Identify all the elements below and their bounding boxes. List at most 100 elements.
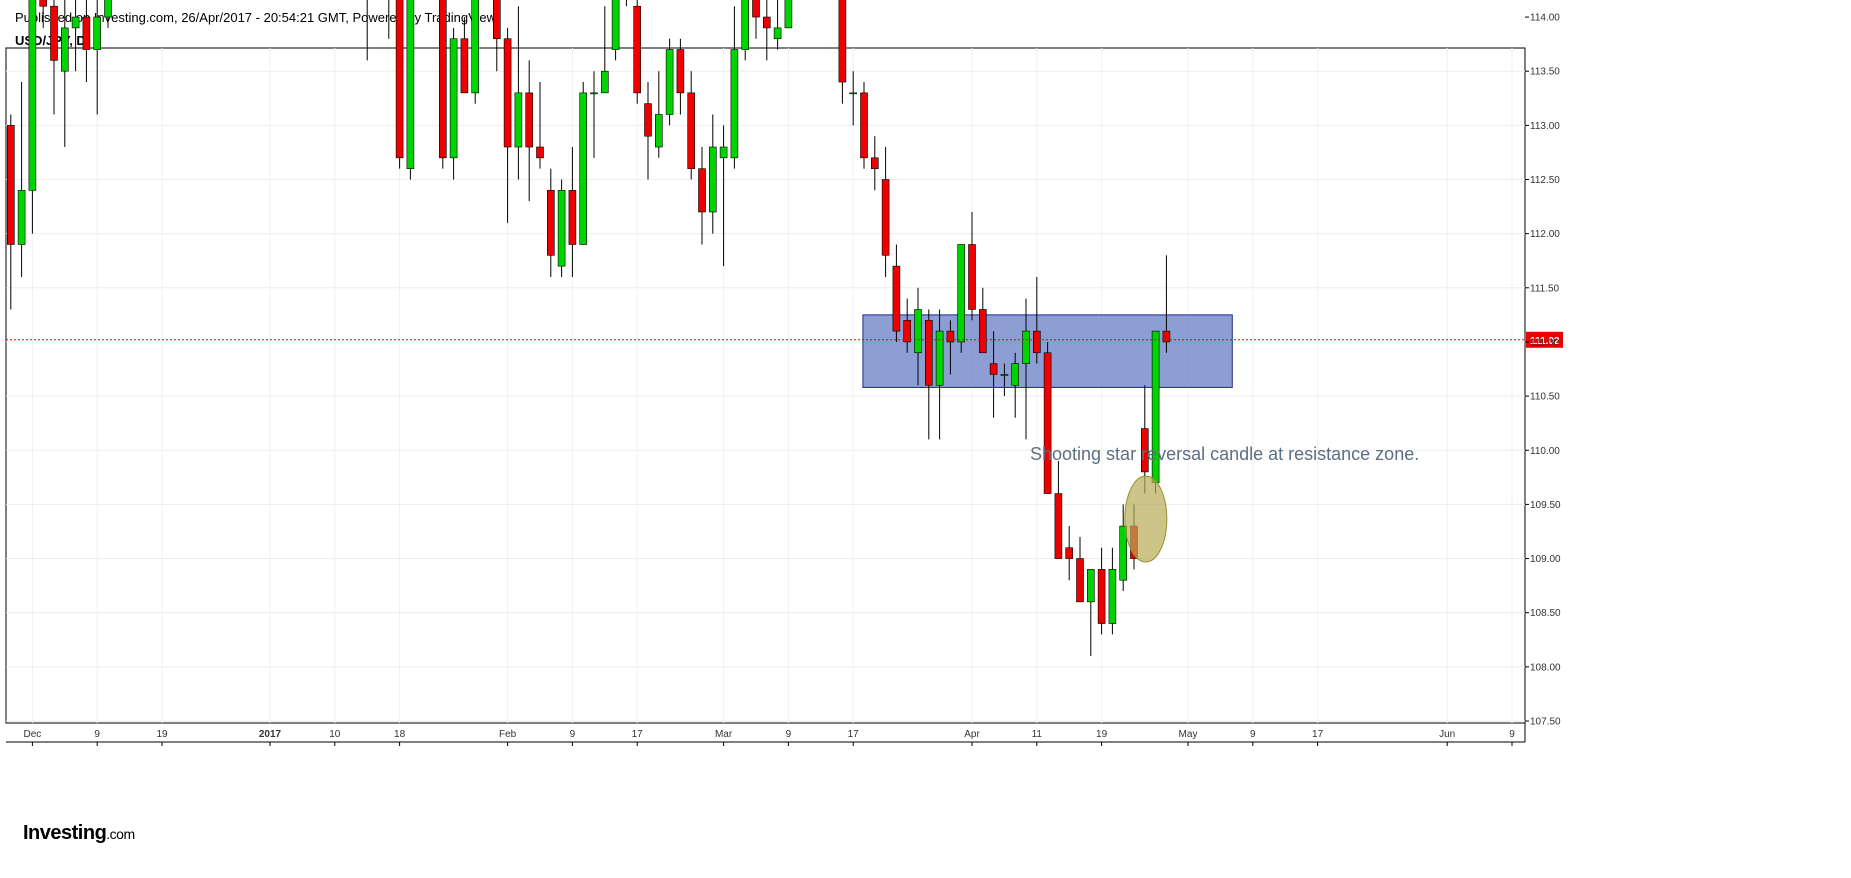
x-tick-label: 11 xyxy=(1032,729,1043,740)
x-tick-label: May xyxy=(1179,729,1198,740)
candle-down xyxy=(698,168,706,213)
x-tick-label: 2017 xyxy=(259,729,282,740)
candle-down xyxy=(838,0,847,83)
candle-up xyxy=(1108,569,1117,624)
x-tick-label: 10 xyxy=(329,729,341,740)
candle-down xyxy=(503,38,512,148)
candle-down xyxy=(1162,330,1171,343)
x-tick-label: Dec xyxy=(24,729,42,740)
candle-down xyxy=(892,265,901,332)
last-price-badge xyxy=(1526,331,1563,348)
overlay-layer: 111.02 xyxy=(6,331,1563,563)
y-tick-label: 109.00 xyxy=(1530,554,1561,565)
candle-up xyxy=(514,92,523,148)
y-tick-label: 111.00 xyxy=(1530,337,1560,348)
candle-down xyxy=(687,92,696,169)
candle-up xyxy=(600,70,609,94)
candle-down xyxy=(492,0,501,40)
candle-up xyxy=(914,309,922,354)
plot-frame xyxy=(5,47,1526,724)
candle-up xyxy=(957,244,966,343)
candle-down xyxy=(676,49,685,94)
shooting-star-highlight xyxy=(1124,475,1168,563)
candle-up xyxy=(784,0,793,29)
candle-down xyxy=(1033,330,1041,354)
candle-down xyxy=(903,319,912,343)
candle-down xyxy=(546,190,555,256)
candle-down xyxy=(39,0,48,7)
candle-down xyxy=(881,179,890,256)
candle-up xyxy=(611,0,620,50)
last-price-label: 111.02 xyxy=(1530,336,1560,347)
y-tick-label: 113.00 xyxy=(1530,121,1560,132)
y-tick-label: 108.00 xyxy=(1530,662,1561,673)
candle-up xyxy=(935,330,944,386)
candle-down xyxy=(1065,547,1073,559)
x-tick-label: Mar xyxy=(715,729,733,740)
candle-up xyxy=(93,16,101,50)
candle-down xyxy=(525,92,534,148)
y-tick-label: 112.50 xyxy=(1530,175,1560,186)
x-tick-label: 19 xyxy=(156,729,168,740)
candle-down xyxy=(536,146,544,159)
x-tick-label: 9 xyxy=(786,729,792,740)
candle-down xyxy=(1054,493,1063,559)
x-tick-label: 19 xyxy=(1096,729,1108,740)
candle-down xyxy=(1043,352,1052,494)
candle-down xyxy=(438,0,447,159)
x-tick-label: Apr xyxy=(964,729,980,740)
x-axis: Dec 9 19 2017 10 18 Feb 9 17 Mar 9 17 Apr 11 19 May 9 17 J… xyxy=(24,729,1515,746)
x-tick-label: 9 xyxy=(570,729,576,740)
candle-up xyxy=(849,92,858,95)
candle-up xyxy=(654,114,663,148)
candle-up xyxy=(741,0,750,50)
y-tick-label: 108.50 xyxy=(1530,608,1561,619)
candle-up xyxy=(1087,569,1095,603)
candle-up xyxy=(406,0,415,169)
candle-up xyxy=(773,27,782,40)
candle-down xyxy=(50,5,58,61)
x-tick-label: 17 xyxy=(1312,729,1324,740)
candle-up xyxy=(17,190,26,245)
candle-up xyxy=(449,38,458,159)
candle-down xyxy=(924,319,933,386)
x-tick-label: 9 xyxy=(1509,729,1515,740)
candle-down xyxy=(82,16,91,50)
y-tick-label: 110.00 xyxy=(1530,446,1560,457)
x-tick-label: 18 xyxy=(394,729,406,740)
y-tick-label: 114.00 xyxy=(1530,13,1560,24)
candle-down xyxy=(460,38,469,94)
candle-down xyxy=(7,125,15,245)
x-tick-label: 9 xyxy=(1250,729,1256,740)
candle-down xyxy=(633,5,642,94)
y-tick-label: 110.50 xyxy=(1530,392,1560,403)
x-tick-label: 17 xyxy=(632,729,644,740)
x-tick-label: Jun xyxy=(1439,729,1455,740)
published-header: Published on Investing.com, 26/Apr/2017 … xyxy=(15,10,499,25)
candle-down xyxy=(1076,558,1084,603)
candle-up xyxy=(730,49,739,159)
candle-down xyxy=(946,330,955,343)
y-tick-label: 109.50 xyxy=(1530,500,1561,511)
candle-down xyxy=(762,16,771,29)
x-tick-label: Feb xyxy=(499,729,517,740)
x-tick-label: 17 xyxy=(848,729,860,740)
candle-up xyxy=(104,0,112,18)
candle-down xyxy=(968,244,976,310)
candle-down xyxy=(978,309,987,354)
candle-up xyxy=(1000,374,1009,376)
y-tick-label: 111.50 xyxy=(1530,283,1560,294)
annotation-text: Shooting star reversal candle at resista… xyxy=(1030,444,1419,464)
candle-up xyxy=(719,146,728,159)
candle-up xyxy=(71,16,80,29)
candle-down xyxy=(860,92,868,159)
y-tick-label: 113.50 xyxy=(1530,67,1560,78)
candle-down xyxy=(989,363,998,375)
y-tick-label: 107.50 xyxy=(1530,717,1561,728)
candle-up xyxy=(471,0,480,94)
candle-down xyxy=(752,0,760,18)
investing-logo: Investing.com xyxy=(23,822,135,844)
candle-up xyxy=(665,49,674,115)
candle-up xyxy=(1119,525,1127,581)
